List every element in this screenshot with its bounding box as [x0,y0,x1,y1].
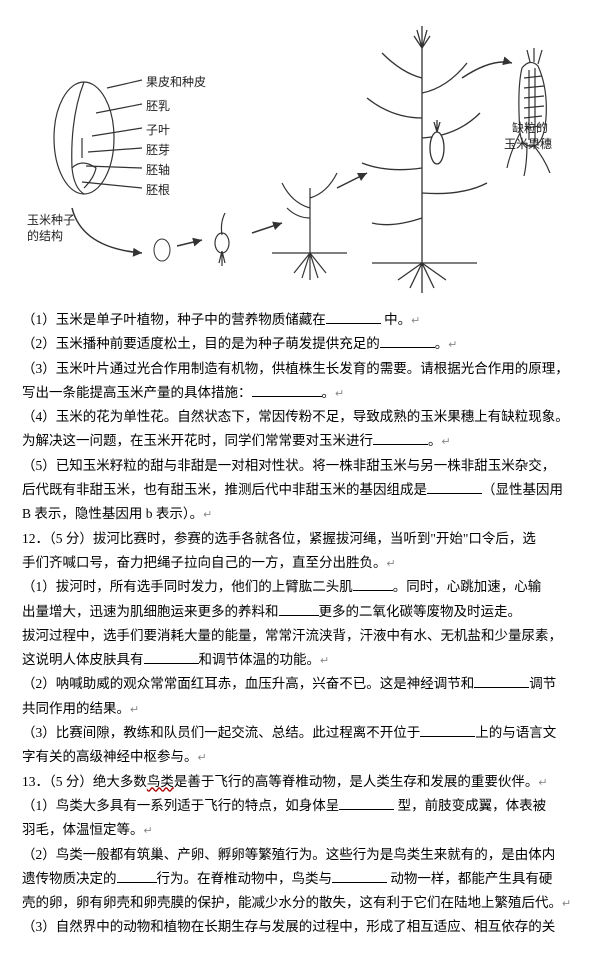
question-text: （1）玉米是单子叶植物，种子中的营养物质储藏在 中。↵ （2）玉米播种前要适度松… [22,308,582,940]
label-plumule: 胚芽 [146,140,170,162]
blank [326,310,381,325]
line-q12-2a: （2）呐喊助威的观众常常面红耳赤，血压升高，兴奋不已。这是神经调节和调节 [22,672,582,696]
line-q12a: 12．（5 分）拔河比赛时，参赛的选手各就各位，紧握拔河绳，当听到"开始"口令后… [22,527,582,551]
line-q1: （1）玉米是单子叶植物，种子中的营养物质储藏在 中。↵ [22,308,582,332]
line-q2: （2）玉米播种前要适度松土，目的是为种子萌发提供充足的。↵ [22,332,582,356]
line-q5a: （5）已知玉米籽粒的甜与非甜是一对相对性状。将一株非甜玉米与另一株非甜玉米杂交， [22,454,582,478]
blank [339,795,394,810]
label-ear-2: 玉米果穗 [504,134,552,156]
line-q4a: （4）玉米的花为单性花。自然状态下，常因传粉不足，导致成熟的玉米果穗上有缺粒现象… [22,405,582,429]
line-q12-1a: （1）拔河时，所有选手同时发力，他们的上臂肱二头肌。同时，心跳加速，心输 [22,575,582,599]
line-q12-2b: 共同作用的结果。↵ [22,697,582,721]
blank [144,650,199,665]
blank [279,601,319,616]
line-q13-1b: 羽毛，体温恒定等。↵ [22,818,582,842]
blank [332,868,387,883]
line-q12-1d: 这说明人体皮肤具有和调节体温的功能。↵ [22,648,582,672]
line-q5b: 后代既有非甜玉米，也有甜玉米，推测后代中非甜玉米的基因组成是（显性基因用 [22,478,582,502]
line-q13-2b: 遗传物质决定的行为。在脊椎动物中，鸟类与 动物一样，都能产生具有硬 [22,867,582,891]
label-cotyledon: 子叶 [146,120,170,142]
blank [373,431,428,446]
label-seed-struct-2: 的结构 [27,226,63,248]
line-q12b: 手们齐喊口号，奋力把绳子拉向自己的一方，直至分出胜负。↵ [22,551,582,575]
blank [252,382,322,397]
blank [117,868,157,883]
line-q13-1a: （1）鸟类大多具有一系列适于飞行的特点，如身体呈 型，前肢变成翼，体表被 [22,794,582,818]
figure-svg [22,18,582,298]
line-q12-3a: （3）比赛间隙，教练和队员们一起交流、总结。此过程离不开位于上的与语言文 [22,721,582,745]
line-q13-3a: （3）自然界中的动物和植物在长期生存与发展的过程中，形成了相互适应、相互依存的关 [22,915,582,939]
line-q13-2a: （2）鸟类一般都有筑巢、产卵、孵卵等繁殖行为。这些行为是鸟类生来就有的，是由体内 [22,843,582,867]
corn-lifecycle-figure: 果皮和种皮 胚乳 子叶 胚芽 胚轴 胚根 玉米种子 的结构 缺粒的 玉米果穗 [22,18,582,298]
line-q13-2c: 壳的卵，卵有卵壳和卵壳膜的保护，能减少水分的散失，这有利于它们在陆地上繁殖后代。… [22,891,582,915]
label-pericarp: 果皮和种皮 [146,72,206,94]
line-q13a: 13．（5 分）绝大多数鸟类是善于飞行的高等脊椎动物，是人类生存和发展的重要伙伴… [22,770,582,794]
line-q12-1c: 拔河过程中，选手们要消耗大量的能量，常常汗流浃背，汗液中有水、无机盐和少量尿素， [22,624,582,648]
label-radicle: 胚根 [146,180,170,202]
blank [427,480,482,495]
line-q3b: 写出一条能提高玉米产量的具体措施：。↵ [22,381,582,405]
line-q3a: （3）玉米叶片通过光合作用制造有机物，供植株生长发育的需要。请根据光合作用的原理… [22,357,582,381]
blank [380,334,435,349]
line-q12-3b: 字有关的高级神经中枢参与。↵ [22,745,582,769]
line-q5c: B 表示，隐性基因用 b 表示）。↵ [22,502,582,526]
wavy-bird: 鸟类 [147,774,174,789]
line-q12-1b: 出量增大，迅速为肌细胞运来更多的养料和更多的二氧化碳等废物及时运走。 [22,600,582,624]
line-q4b: 为解决这一问题，在玉米开花时，同学们常常要对玉米进行。↵ [22,429,582,453]
blank [474,674,529,689]
blank [420,723,475,738]
label-hypocotyl: 胚轴 [146,160,170,182]
blank [353,577,393,592]
label-endosperm: 胚乳 [146,96,170,118]
